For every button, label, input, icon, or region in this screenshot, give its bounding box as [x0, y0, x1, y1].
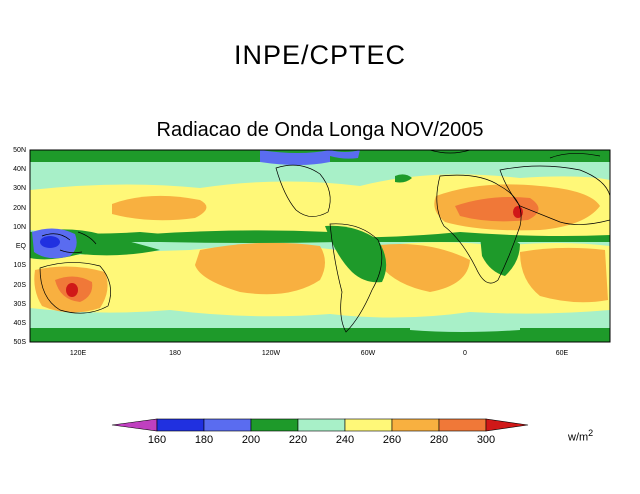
colorbar-swatch-180-200 [203, 418, 252, 432]
colorbar-tick-label: 160 [148, 434, 166, 446]
field-sahara-red-spot [513, 206, 523, 218]
field-itcz-green [150, 230, 348, 243]
field-north-green-patch-2 [330, 150, 360, 159]
field-central-pacific-orange [195, 242, 325, 295]
colorbar: 160 180 200 220 240 260 280 300 [111, 418, 529, 446]
lon-tick-label: 120E [70, 350, 87, 357]
field-south-africa-orange [520, 247, 608, 303]
field-north-green-patch-3 [395, 174, 412, 183]
coastlines [39, 150, 610, 333]
field-indonesia-deep-blue [40, 236, 60, 248]
colorbar-units: w/m2 [568, 428, 593, 444]
field-south-atlantic-orange [380, 244, 470, 292]
lat-tick-label: 50N [13, 147, 26, 154]
field-australia-red-spot [66, 283, 78, 297]
colorbar-tick-label: 200 [242, 434, 260, 446]
colorbar-low-arrow [111, 418, 158, 432]
colorbar-tick-label: 220 [289, 434, 307, 446]
units-base: w/m [568, 431, 589, 444]
colorbar-swatch-220-240 [297, 418, 346, 432]
lon-tick-label: 60E [556, 350, 569, 357]
colorbar-swatch-260-280 [391, 418, 440, 432]
colorbar-high-arrow [485, 418, 529, 432]
lat-tick-label: 40S [14, 320, 27, 327]
lat-tick-label: 30S [14, 301, 27, 308]
lat-axis: 50N 40N 30N 20N 10N EQ 10S 20S 30S 40S 5… [13, 147, 26, 346]
colorbar-swatch-280-300 [438, 418, 487, 432]
lat-tick-label: 20S [14, 282, 27, 289]
field-north-green-patch-1 [260, 150, 330, 165]
map-title: Radiacao de Onda Longa NOV/2005 [156, 119, 484, 141]
map-frame [29, 149, 611, 343]
colorbar-tick-label: 180 [195, 434, 213, 446]
lon-tick-label: 0 [463, 350, 467, 357]
olr-field [30, 150, 610, 342]
lon-axis: 120E 180 120W 60W 0 60E [70, 350, 569, 357]
lat-tick-label: 30N [13, 185, 26, 192]
colorbar-swatch-160-180 [156, 418, 205, 432]
colorbar-tick-label: 280 [430, 434, 448, 446]
lat-tick-label: 50S [14, 339, 27, 346]
lon-tick-label: 120W [262, 350, 281, 357]
lon-tick-label: 60W [361, 350, 376, 357]
lat-tick-label: 10N [13, 224, 26, 231]
field-africa-green [480, 235, 520, 276]
field-south-america-green [325, 225, 387, 283]
colorbar-swatch-200-220 [250, 418, 299, 432]
colorbar-tick-label: 240 [336, 434, 354, 446]
colorbar-tick-label: 300 [477, 434, 495, 446]
lat-tick-label: 40N [13, 166, 26, 173]
field-south-light-patch [410, 319, 520, 332]
lon-tick-label: 180 [169, 350, 181, 357]
lat-tick-label: EQ [16, 243, 27, 250]
colorbar-tick-label: 260 [383, 434, 401, 446]
field-north-pacific-orange [112, 195, 207, 221]
colorbar-swatch-240-260 [344, 418, 393, 432]
lat-tick-label: 20N [13, 205, 26, 212]
units-exponent: 2 [588, 428, 594, 438]
page-title: INPE/CPTEC [233, 40, 407, 70]
lat-tick-label: 10S [14, 262, 27, 269]
